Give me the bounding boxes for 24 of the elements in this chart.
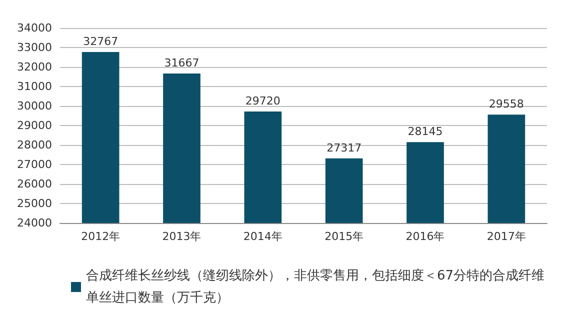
x-tick-label: 2014年 (243, 230, 282, 243)
y-tick-label: 32000 (17, 60, 52, 74)
x-tick-label: 2013年 (162, 230, 202, 243)
data-label: 27317 (326, 141, 362, 154)
y-tick-label: 33000 (17, 41, 52, 54)
data-label: 28145 (408, 125, 443, 138)
y-tick-label: 31000 (17, 80, 52, 93)
y-tick-label: 25000 (17, 197, 52, 210)
x-tick-label: 2012年 (81, 230, 120, 243)
data-label: 32767 (83, 35, 118, 48)
legend-label: 合成纤维长丝纱线（缝纫线除外），非供零售用，包括细度＜67分特的合成纤维单丝进口数量（万千克） (86, 268, 545, 306)
data-label: 29720 (245, 94, 280, 108)
y-tick-label: 29000 (17, 119, 52, 132)
y-tick-label: 24000 (17, 216, 52, 230)
y-tick-label: 27000 (17, 158, 52, 171)
x-tick-label: 2016年 (406, 230, 445, 243)
y-tick-label: 26000 (17, 178, 52, 190)
y-tick-label: 28000 (17, 138, 52, 152)
data-label: 31667 (164, 56, 200, 70)
x-tick-label: 2017年 (486, 230, 526, 243)
data-label: 29558 (488, 98, 524, 111)
y-tick-label: 30000 (17, 100, 52, 112)
x-tick-label: 2015年 (324, 230, 364, 243)
y-tick-label: 34000 (17, 22, 52, 34)
